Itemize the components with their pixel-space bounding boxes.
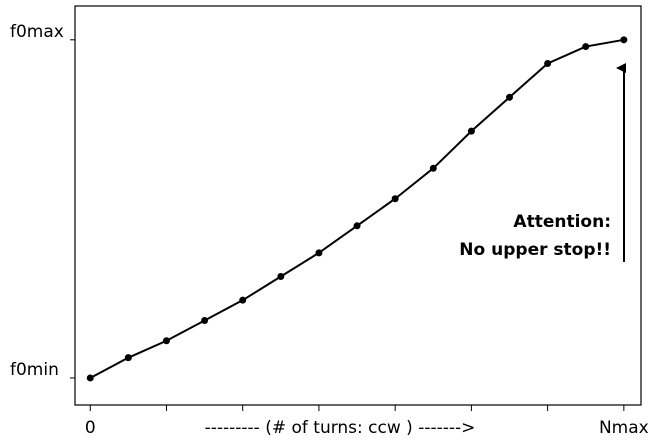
point (429, 164, 437, 172)
line (89, 38, 625, 379)
y-tick-label: f0max (10, 22, 64, 42)
point (506, 93, 514, 101)
point (467, 127, 475, 135)
y-tick-label: f0min (10, 360, 59, 380)
x-tick-label: 0 (85, 418, 96, 438)
annotation: No upper stop!! (459, 240, 611, 260)
plot-frame (74, 5, 642, 406)
point (239, 296, 247, 304)
point (201, 316, 209, 324)
x-axis-label: --------- (# of turns: ccw ) -------> (205, 418, 476, 438)
point (391, 195, 399, 203)
point (86, 374, 94, 382)
point (620, 36, 628, 44)
point (315, 249, 323, 257)
x-tick-label: Nmax (599, 418, 649, 438)
point (582, 43, 590, 51)
annotation: Attention: (513, 212, 611, 232)
point (277, 273, 285, 281)
point (162, 337, 170, 345)
point (353, 222, 361, 230)
point (544, 59, 552, 67)
point (124, 354, 132, 362)
